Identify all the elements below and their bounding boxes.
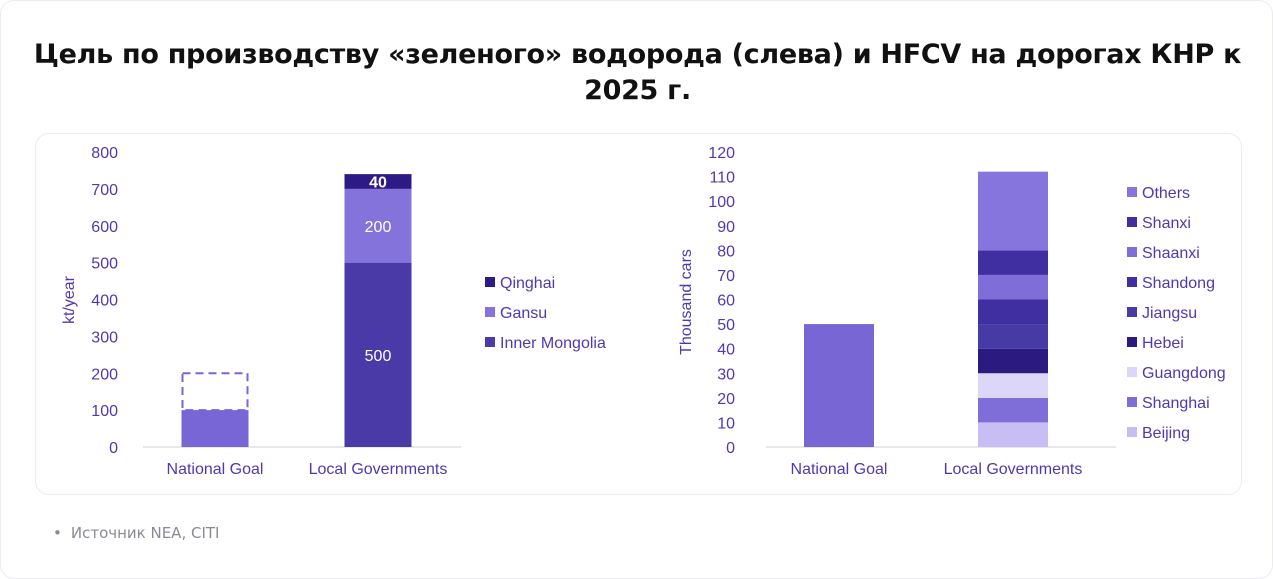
left-ytick-label: 300 [91,329,118,346]
charts-svg: 0100200300400500600700800kt/yearNational… [61,145,1226,478]
right-ytick-label: 100 [708,194,735,211]
chart-panel: 0 100 200 300 400 500 600 700 800 kt/year National… [35,133,1242,495]
left-legend-swatch [485,337,495,347]
left-data-label: 500 [365,348,392,365]
right-bar-segment-guangdong [978,373,1048,398]
left-legend-label: Gansu [500,305,547,322]
left-legend-label: Inner Mongolia [500,335,606,352]
right-legend-label: Jiangsu [1142,305,1197,322]
right-ytick-label: 20 [717,391,735,408]
right-bar-segment-shaanxi [978,274,1048,300]
right-bar-segment-shanghai [978,397,1048,423]
right-legend-swatch [1127,247,1137,257]
right-legend-swatch [1127,307,1137,317]
left-ytick-label: 500 [91,256,118,273]
left-ytick-label: 100 [91,403,118,420]
right-legend-swatch [1127,427,1137,437]
right-legend-label: Beijing [1142,425,1190,442]
left-ytick-label: 0 [109,440,118,457]
right-legend-swatch [1127,337,1137,347]
left-data-label: 200 [365,219,392,236]
right-bar-segment-hebei [978,348,1048,374]
right-ytick-label: 110 [709,170,735,187]
left-data-label: 40 [369,175,387,192]
right-ytick-label: 60 [717,293,735,310]
bullet: • [53,524,62,542]
right-ytick-label: 70 [717,268,735,285]
right-legend-label: Guangdong [1142,365,1226,382]
left-bar-segment-gansu [344,188,412,263]
left-xtick-label: National Goal [167,461,264,478]
left-bar-segment-inner-mongolia [344,262,412,447]
right-legend-swatch [1127,277,1137,287]
right-bar-segment-beijing [978,422,1048,447]
left-ytick-label: 200 [91,366,118,383]
right-bar-segment-shandong [978,299,1048,325]
left-ytick-label: 400 [91,293,118,310]
right-ytick-label: 30 [717,366,735,383]
right-legend-swatch [1127,367,1137,377]
left-y-axis-label: kt/year [61,275,78,324]
right-legend-swatch [1127,187,1137,197]
right-xtick-label: National Goal [791,461,888,478]
right-legend-label: Hebei [1142,335,1184,352]
left-bar-national-goal [181,410,249,447]
right-ytick-label: 90 [717,219,735,236]
right-legend-label: Shanxi [1142,215,1191,232]
right-legend-label: Others [1142,185,1190,202]
right-legend-label: Shandong [1142,275,1215,292]
right-y-axis-label: Thousand cars [678,249,695,355]
left-legend-label: Qinghai [500,275,555,292]
right-ytick-label: 50 [717,317,735,334]
right-xtick-label: Local Governments [944,461,1083,478]
left-bar-national-target-dashed [181,372,249,412]
right-bar-segment-shanxi [978,250,1048,275]
right-ytick-label: 80 [717,243,735,260]
right-legend-label: Shanghai [1142,395,1210,412]
right-ytick-label: 10 [717,415,735,432]
left-ytick-label: 600 [91,219,118,236]
right-legend-swatch [1127,217,1137,227]
left-xtick-label: Local Governments [309,461,448,478]
right-ytick-label: 0 [726,440,735,457]
left-ytick-label: 800 [91,145,118,162]
left-legend-swatch [485,307,495,317]
left-bar-segment-qinghai [344,174,412,189]
right-ytick-label: 40 [717,342,735,359]
left-legend-swatch [485,277,495,287]
source-text: Источник NEA, CITI [70,524,220,542]
source-note: • Источник NEA, CITI [53,524,219,542]
right-ytick-label: 120 [708,145,735,162]
right-legend-label: Shaanxi [1142,245,1200,262]
right-legend-swatch [1127,397,1137,407]
right-bar-segment-others [978,171,1048,251]
right-bar-national-goal [804,324,874,447]
left-ytick-label: 700 [91,182,118,199]
page-title: Цель по производству «зеленого» водорода… [33,39,1242,106]
right-bar-segment-jiangsu [978,324,1048,349]
